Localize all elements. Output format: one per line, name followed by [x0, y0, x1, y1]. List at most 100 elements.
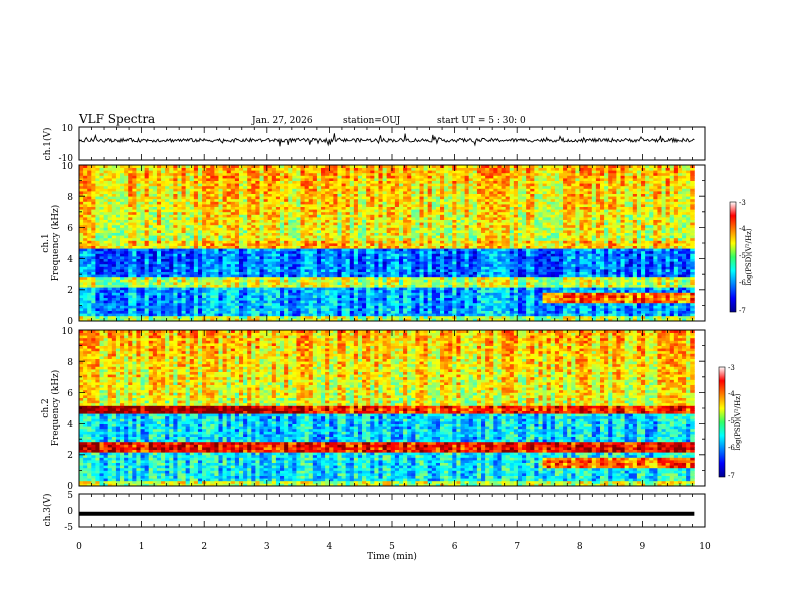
spectrogram-cell — [247, 167, 252, 171]
spectrogram-cell — [366, 276, 371, 280]
spectrogram-cell — [238, 222, 244, 226]
spectrogram-cell — [140, 222, 146, 226]
spectrogram-cell — [173, 295, 178, 298]
spectrogram-cell — [362, 224, 367, 228]
spectrogram-cell — [136, 253, 141, 257]
spectrogram-cell — [288, 240, 293, 244]
spectrogram-cell — [169, 240, 174, 244]
spectrogram-cell — [349, 279, 355, 283]
spectrogram-cell — [390, 219, 396, 223]
spectrogram-cell — [337, 308, 342, 311]
spectrogram-cell — [378, 276, 383, 280]
spectrogram-cell — [411, 224, 416, 228]
spectrogram-cell — [280, 237, 285, 241]
spectrogram-cell — [103, 217, 109, 220]
spectrogram-cell — [156, 188, 162, 192]
spectrogram-cell — [292, 271, 297, 275]
spectrogram-cell — [374, 250, 379, 254]
spectrogram-cell — [374, 274, 379, 278]
spectrogram-cell — [275, 258, 281, 262]
spectrogram-cell — [120, 243, 125, 246]
spectrogram-cell — [148, 279, 154, 283]
spectrogram-cell — [238, 250, 244, 254]
spectrogram-cell — [362, 232, 367, 236]
spectrogram-cell — [197, 214, 203, 218]
spectrogram-cell — [378, 172, 383, 176]
spectrogram-cell — [316, 204, 322, 207]
spectrogram-cell — [218, 269, 223, 272]
spectrogram-cell — [407, 276, 412, 280]
spectrogram-cell — [382, 295, 388, 298]
spectrogram-cell — [263, 211, 269, 215]
spectrogram-cell — [185, 165, 191, 168]
spectrogram-cell — [390, 172, 396, 176]
spectrogram-cell — [169, 276, 174, 280]
spectrogram-cell — [394, 282, 400, 285]
spectrogram-cell — [247, 243, 252, 246]
spectrogram-cell — [362, 258, 367, 262]
spectrogram-cell — [255, 271, 260, 275]
spectrogram-cell — [337, 284, 342, 288]
spectrogram-cell — [218, 292, 223, 296]
spectrogram-cell — [378, 258, 383, 262]
spectrogram-cell — [312, 269, 318, 272]
spectrogram-cell — [115, 308, 121, 311]
spectrogram-cell — [374, 253, 379, 257]
spectrogram-cell — [243, 235, 248, 239]
spectrogram-cell — [288, 204, 293, 207]
spectrogram-cell — [120, 201, 125, 205]
spectrogram-cell — [321, 175, 326, 179]
spectrogram-cell — [222, 271, 228, 275]
spectrogram-cell — [132, 248, 137, 252]
spectrogram-cell — [284, 214, 289, 218]
spectrogram-cell — [390, 282, 396, 285]
spectrogram-cell — [407, 302, 412, 306]
spectrogram-cell — [284, 170, 289, 174]
spectrogram-cell — [161, 315, 166, 319]
spectrogram-cell — [120, 193, 125, 197]
spectrogram-cell — [230, 253, 236, 257]
spectrogram-cell — [280, 289, 285, 293]
spectrogram-cell — [382, 185, 388, 189]
spectrogram-cell — [304, 227, 310, 231]
spectrogram-cell — [296, 243, 301, 246]
spectrogram-cell — [222, 310, 228, 314]
spectrogram-cell — [169, 224, 174, 228]
spectrogram-cell — [284, 185, 289, 189]
spectrogram-cell — [234, 183, 240, 187]
spectrogram-cell — [136, 279, 141, 283]
spectrogram-cell — [403, 250, 408, 254]
spectrogram-cell — [312, 183, 318, 187]
spectrogram-cell — [284, 175, 289, 179]
spectrogram-cell — [234, 165, 240, 168]
spectrogram-cell — [177, 256, 182, 259]
spectrogram-cell — [271, 256, 277, 259]
spectrogram-cell — [304, 269, 310, 272]
spectrogram-cell — [280, 250, 285, 254]
spectrogram-cell — [140, 219, 146, 223]
spectrogram-cell — [374, 237, 379, 241]
spectrogram-cell — [255, 235, 260, 239]
spectrogram-cell — [333, 261, 338, 265]
spectrogram-cell — [214, 217, 219, 220]
spectrogram-cell — [390, 193, 396, 197]
spectrogram-cell — [79, 237, 84, 241]
spectrogram-cell — [193, 188, 199, 192]
spectrogram-cell — [202, 253, 207, 257]
spectrogram-cell — [169, 310, 174, 314]
spectrogram-cell — [284, 258, 289, 262]
spectrogram-cell — [140, 310, 146, 314]
spectrogram-cell — [316, 230, 322, 233]
spectrogram-cell — [259, 318, 265, 322]
spectrogram-cell — [103, 313, 109, 317]
spectrogram-cell — [173, 243, 178, 246]
spectrogram-cell — [165, 230, 170, 233]
spectrogram-cell — [329, 258, 334, 262]
spectrogram-cell — [263, 308, 269, 311]
spectrogram-cell — [407, 198, 412, 202]
spectrogram-cell — [111, 248, 117, 252]
spectrogram-cell — [124, 287, 129, 291]
spectrogram-cell — [382, 282, 388, 285]
spectrogram-cell — [91, 237, 96, 241]
spectrogram-cell — [292, 240, 297, 244]
